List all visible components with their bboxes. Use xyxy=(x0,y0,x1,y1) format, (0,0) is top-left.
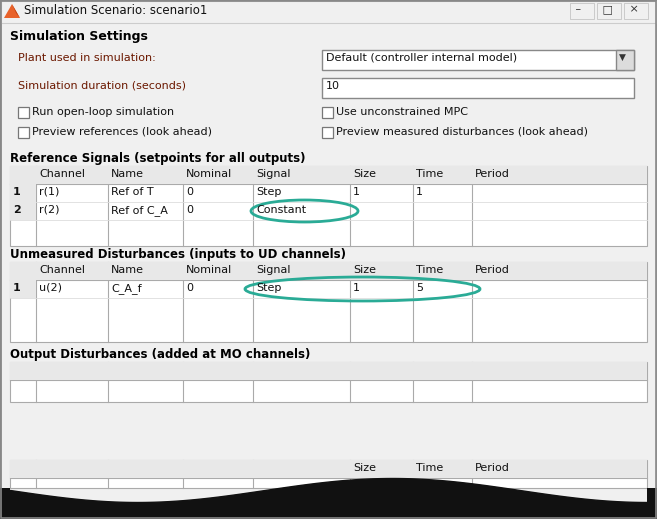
Text: 1: 1 xyxy=(353,187,360,197)
Text: Period: Period xyxy=(475,265,510,275)
Text: 1: 1 xyxy=(353,283,360,293)
Text: Simulation Scenario: scenario1: Simulation Scenario: scenario1 xyxy=(24,4,208,17)
Text: □: □ xyxy=(599,4,616,14)
Text: Name: Name xyxy=(111,169,144,179)
FancyBboxPatch shape xyxy=(10,362,647,380)
FancyBboxPatch shape xyxy=(10,166,647,184)
Text: Preview references (look ahead): Preview references (look ahead) xyxy=(32,127,212,137)
Text: 1: 1 xyxy=(416,187,423,197)
Text: Channel: Channel xyxy=(39,169,85,179)
Text: Time: Time xyxy=(416,463,443,473)
FancyBboxPatch shape xyxy=(322,78,634,98)
Text: Unmeasured Disturbances (inputs to UD channels): Unmeasured Disturbances (inputs to UD ch… xyxy=(10,248,346,261)
Text: Period: Period xyxy=(475,169,510,179)
Text: Constant: Constant xyxy=(256,205,306,215)
FancyBboxPatch shape xyxy=(10,184,36,202)
Text: –: – xyxy=(572,4,585,14)
Text: Output Disturbances (added at MO channels): Output Disturbances (added at MO channel… xyxy=(10,348,310,361)
FancyBboxPatch shape xyxy=(1,1,656,23)
Text: Preview measured disturbances (look ahead): Preview measured disturbances (look ahea… xyxy=(336,127,588,137)
FancyBboxPatch shape xyxy=(10,460,647,488)
FancyBboxPatch shape xyxy=(10,280,36,298)
Text: Step: Step xyxy=(256,187,281,197)
Text: Time: Time xyxy=(416,169,443,179)
FancyBboxPatch shape xyxy=(322,50,634,70)
FancyBboxPatch shape xyxy=(322,127,333,138)
Text: 0: 0 xyxy=(186,187,193,197)
Text: Size: Size xyxy=(353,169,376,179)
Text: Signal: Signal xyxy=(256,169,290,179)
FancyBboxPatch shape xyxy=(4,3,20,19)
Text: Size: Size xyxy=(353,463,376,473)
FancyBboxPatch shape xyxy=(10,362,647,402)
Text: 0: 0 xyxy=(186,283,193,293)
Text: Step: Step xyxy=(256,283,281,293)
Text: Signal: Signal xyxy=(256,265,290,275)
Text: Nominal: Nominal xyxy=(186,169,233,179)
Text: Size: Size xyxy=(353,265,376,275)
Text: Simulation Settings: Simulation Settings xyxy=(10,30,148,43)
Text: Channel: Channel xyxy=(39,265,85,275)
Text: Time: Time xyxy=(416,265,443,275)
Text: Ref of T: Ref of T xyxy=(111,187,154,197)
FancyBboxPatch shape xyxy=(647,488,657,519)
Polygon shape xyxy=(12,4,20,18)
FancyBboxPatch shape xyxy=(10,202,36,220)
FancyBboxPatch shape xyxy=(10,262,647,280)
Text: Use unconstrained MPC: Use unconstrained MPC xyxy=(336,107,468,117)
Text: Plant used in simulation:: Plant used in simulation: xyxy=(18,53,156,63)
FancyBboxPatch shape xyxy=(10,166,647,246)
Text: 0: 0 xyxy=(186,205,193,215)
Text: ▼: ▼ xyxy=(619,53,626,62)
FancyBboxPatch shape xyxy=(18,127,29,138)
FancyBboxPatch shape xyxy=(616,50,634,70)
Text: Run open-loop simulation: Run open-loop simulation xyxy=(32,107,174,117)
Text: 2: 2 xyxy=(13,205,21,215)
FancyBboxPatch shape xyxy=(18,107,29,118)
FancyBboxPatch shape xyxy=(0,488,10,519)
Polygon shape xyxy=(4,4,20,18)
Text: Simulation duration (seconds): Simulation duration (seconds) xyxy=(18,81,186,91)
Text: r(2): r(2) xyxy=(39,205,60,215)
Text: Nominal: Nominal xyxy=(186,265,233,275)
Text: 1: 1 xyxy=(13,283,21,293)
Text: Ref of C_A: Ref of C_A xyxy=(111,205,168,216)
Text: C_A_f: C_A_f xyxy=(111,283,142,294)
FancyBboxPatch shape xyxy=(570,3,594,19)
FancyBboxPatch shape xyxy=(624,3,648,19)
FancyBboxPatch shape xyxy=(10,460,647,478)
FancyBboxPatch shape xyxy=(1,23,656,518)
Text: Default (controller internal model): Default (controller internal model) xyxy=(326,53,517,63)
Text: Name: Name xyxy=(111,265,144,275)
Text: Period: Period xyxy=(475,463,510,473)
FancyBboxPatch shape xyxy=(10,262,647,342)
Text: 1: 1 xyxy=(13,187,21,197)
Text: Reference Signals (setpoints for all outputs): Reference Signals (setpoints for all out… xyxy=(10,152,306,165)
Text: ×: × xyxy=(626,4,643,14)
FancyBboxPatch shape xyxy=(597,3,621,19)
Text: u(2): u(2) xyxy=(39,283,62,293)
FancyBboxPatch shape xyxy=(322,107,333,118)
Text: 5: 5 xyxy=(416,283,423,293)
Text: r(1): r(1) xyxy=(39,187,59,197)
Text: 10: 10 xyxy=(326,81,340,91)
